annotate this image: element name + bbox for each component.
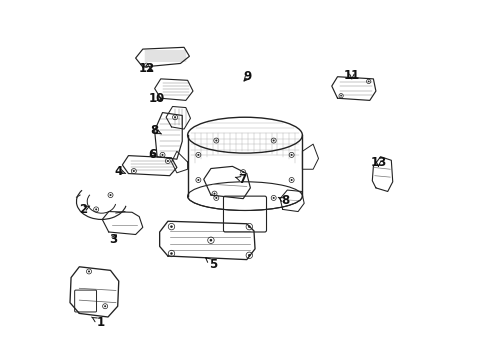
Text: 5: 5 <box>206 258 218 271</box>
Circle shape <box>291 179 293 181</box>
Circle shape <box>340 95 342 96</box>
Circle shape <box>146 64 147 66</box>
Circle shape <box>170 225 173 228</box>
Circle shape <box>248 225 250 228</box>
Text: 4: 4 <box>115 165 126 177</box>
Circle shape <box>110 194 112 196</box>
Text: 8: 8 <box>278 194 289 207</box>
Circle shape <box>291 154 293 156</box>
Circle shape <box>197 179 199 181</box>
Circle shape <box>248 254 250 257</box>
Circle shape <box>170 252 173 255</box>
Circle shape <box>215 140 218 141</box>
Text: 9: 9 <box>244 70 252 83</box>
Circle shape <box>162 154 164 156</box>
Text: 7: 7 <box>235 173 246 186</box>
Circle shape <box>272 197 275 199</box>
Text: 2: 2 <box>79 203 90 216</box>
Circle shape <box>167 160 169 162</box>
Text: 10: 10 <box>149 92 165 105</box>
Text: 13: 13 <box>370 156 387 169</box>
Circle shape <box>133 170 135 172</box>
Circle shape <box>272 140 275 141</box>
Text: 12: 12 <box>138 62 154 75</box>
Circle shape <box>215 197 218 199</box>
Circle shape <box>174 116 176 118</box>
Text: 8: 8 <box>150 124 162 137</box>
Circle shape <box>214 193 216 195</box>
Circle shape <box>104 305 106 307</box>
Text: 6: 6 <box>148 148 157 161</box>
Circle shape <box>88 270 90 273</box>
Text: 11: 11 <box>344 69 360 82</box>
Text: 3: 3 <box>109 233 117 246</box>
Circle shape <box>95 208 97 210</box>
Text: 1: 1 <box>92 316 105 329</box>
Circle shape <box>242 171 244 173</box>
Circle shape <box>368 81 369 82</box>
Circle shape <box>197 154 199 156</box>
Circle shape <box>210 239 212 242</box>
